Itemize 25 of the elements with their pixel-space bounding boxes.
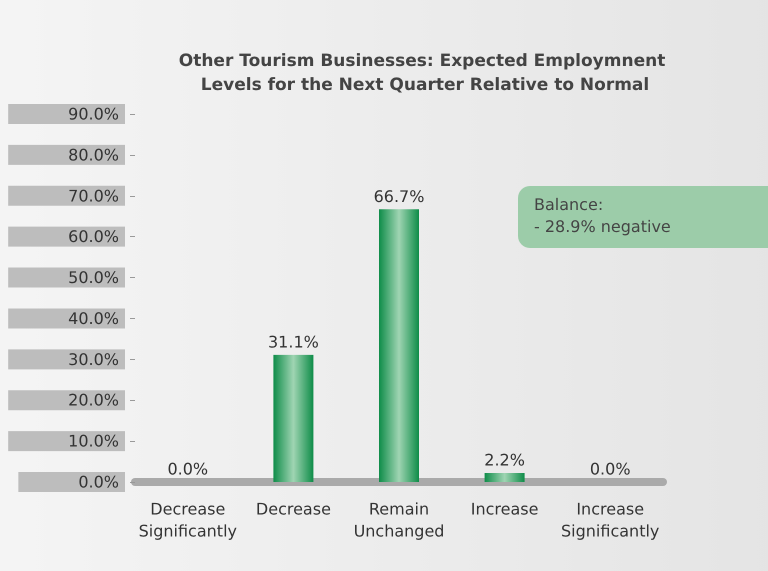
bar	[379, 209, 419, 482]
y-tick-label: 70.0%	[68, 186, 119, 206]
y-tick-label: 80.0%	[68, 145, 119, 164]
chart-title: Other Tourism Businesses: Expected Employmnent Levels for the Next Quarter Relative to Normal	[178, 51, 672, 95]
data-label: 0.0%	[590, 460, 631, 478]
y-tick-label: 20.0%	[68, 390, 119, 410]
y-tick-label: 40.0%	[68, 308, 119, 328]
x-tick-label: Decrease	[256, 500, 331, 518]
x-tick-label: Decrease Significantly	[138, 500, 237, 540]
data-label: 0.0%	[167, 460, 208, 478]
y-tick-label: 60.0%	[68, 227, 119, 246]
y-tick-label: 90.0%	[68, 104, 119, 124]
data-label: 31.1%	[268, 332, 319, 352]
y-tick-label: 30.0%	[68, 350, 119, 369]
annotation: Balance: - 28.9% negative	[534, 194, 671, 238]
x-tick-label: Increase Significantly	[561, 500, 660, 540]
y-tick-label: 10.0%	[68, 432, 119, 451]
data-label: 2.2%	[484, 450, 525, 470]
y-tick-label: 50.0%	[68, 268, 119, 288]
x-tick-label: Remain Unchanged	[354, 500, 444, 540]
y-tick-label: 0.0%	[78, 472, 119, 492]
bar	[484, 473, 525, 482]
data-label: 66.7%	[374, 186, 424, 206]
bar	[273, 354, 314, 482]
x-tick-label: Increase	[470, 500, 538, 518]
